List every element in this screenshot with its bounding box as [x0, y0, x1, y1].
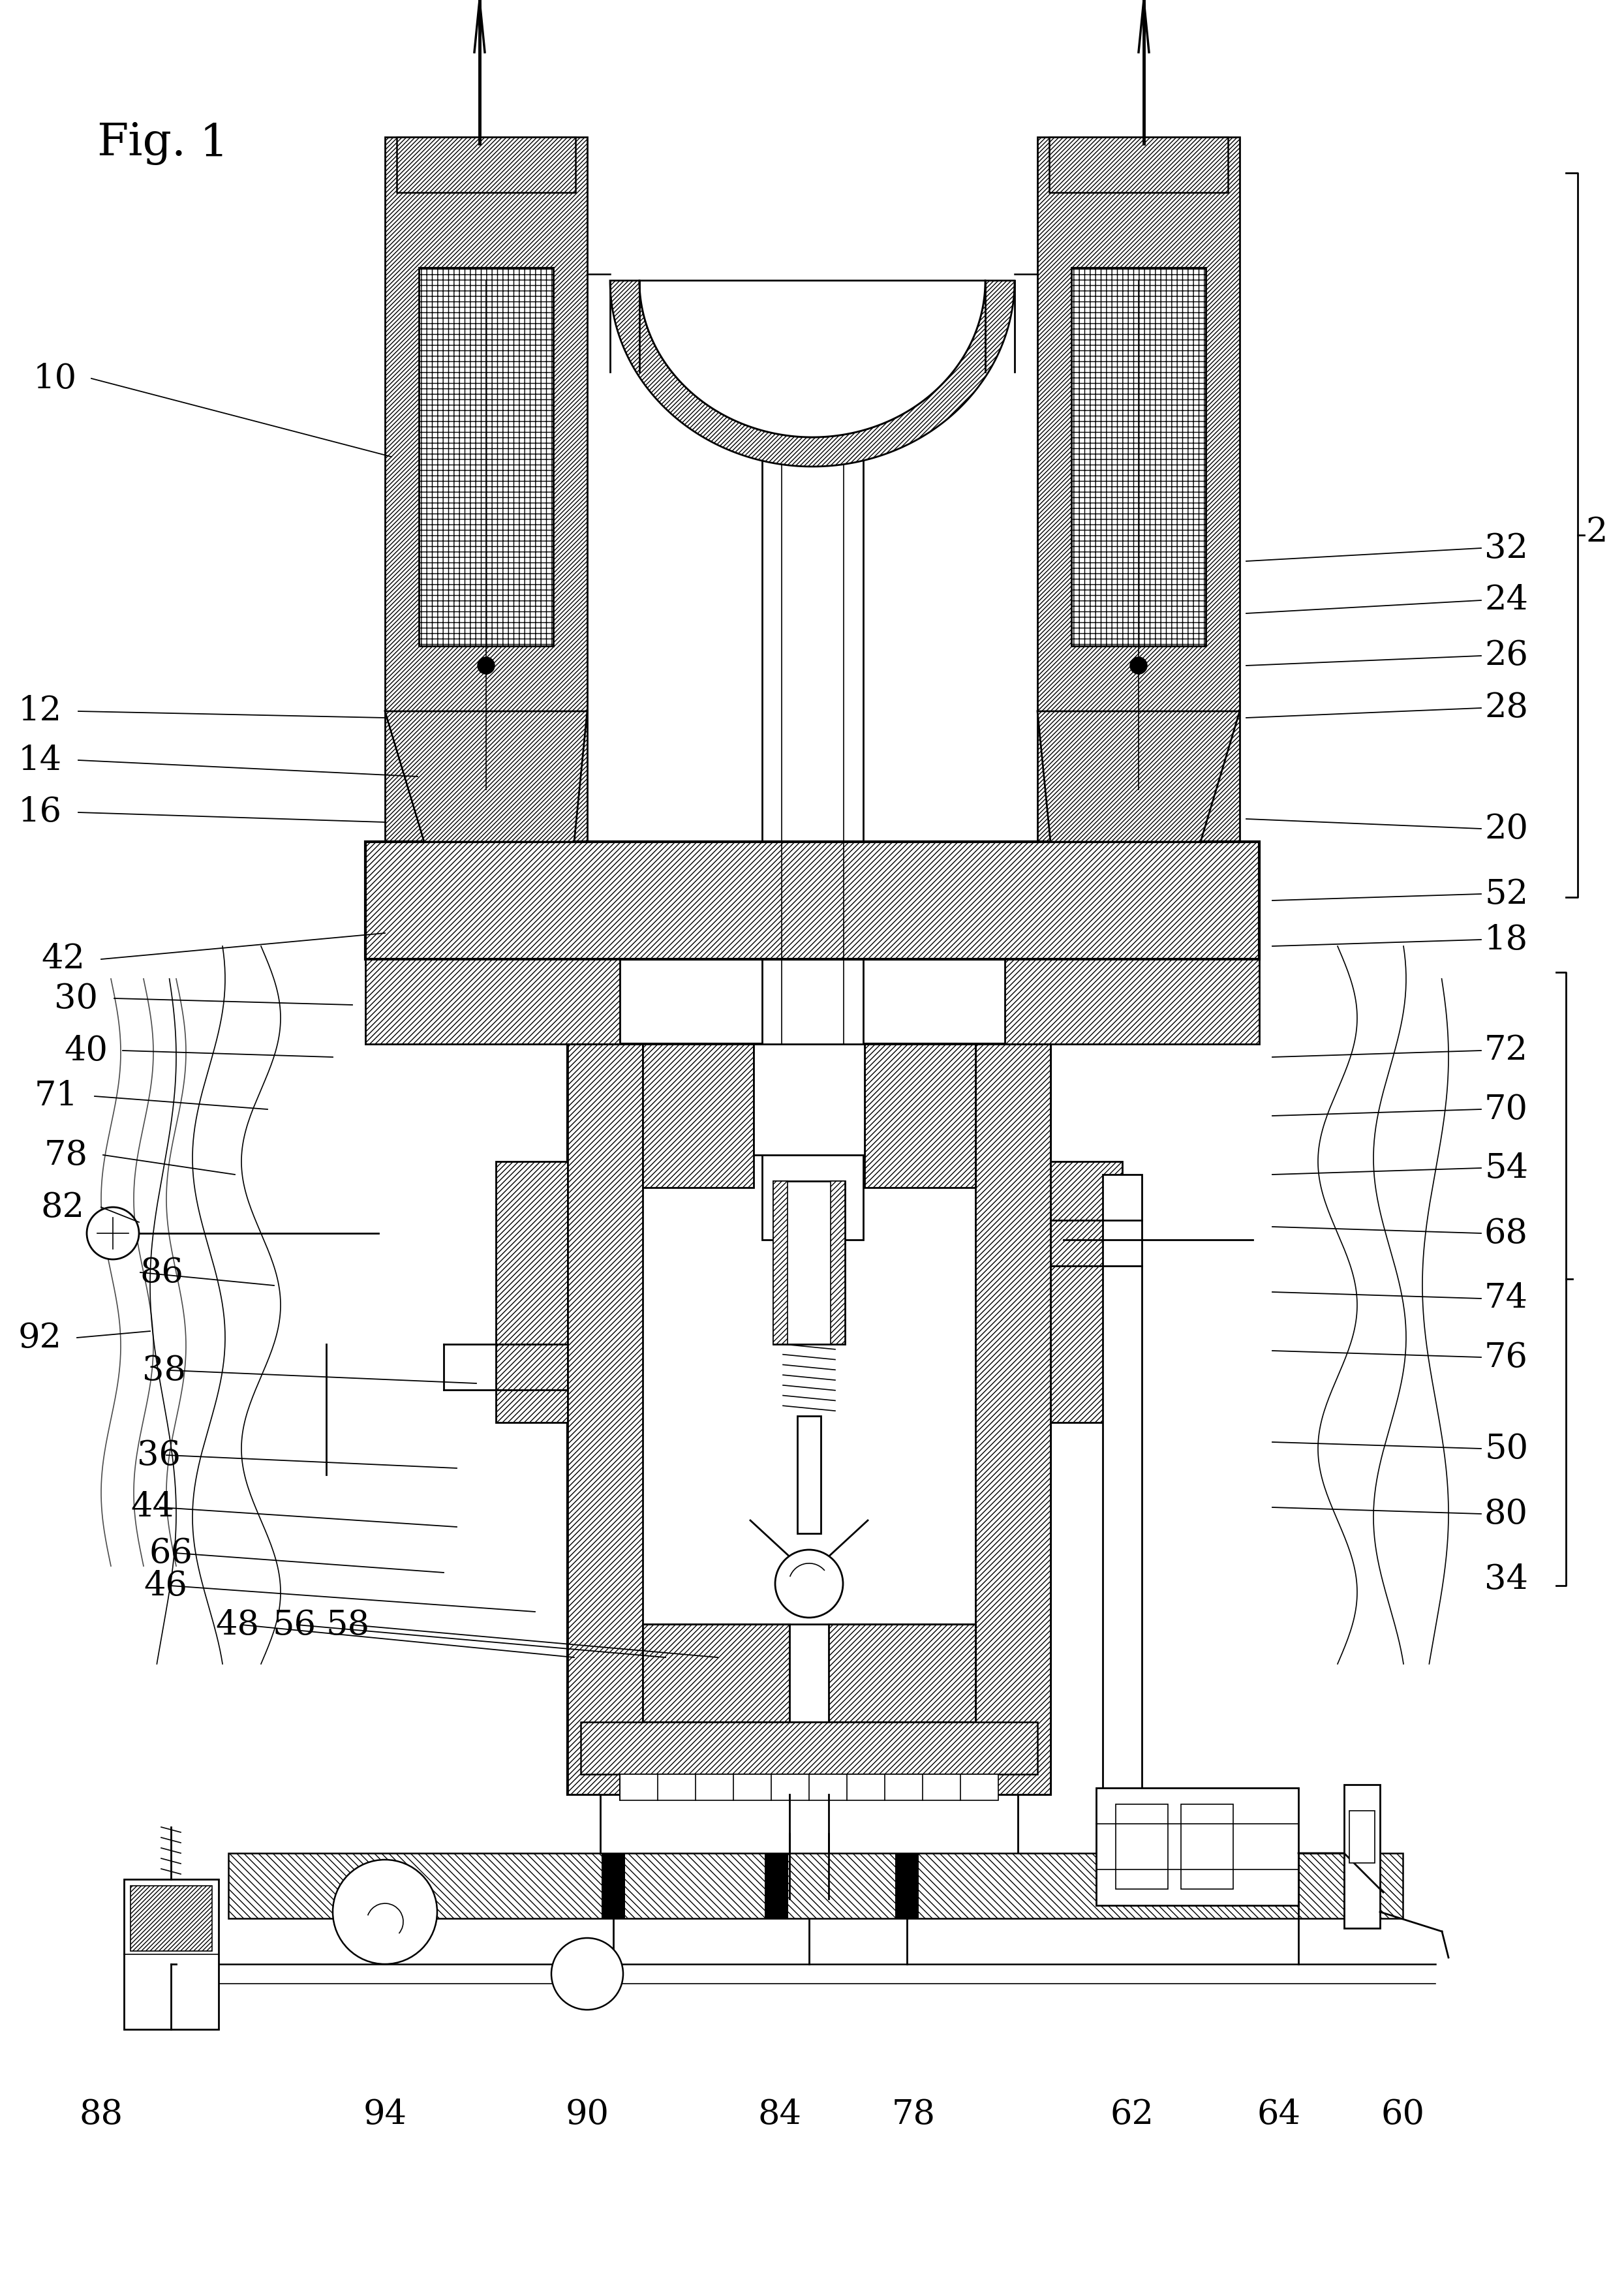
Bar [773, 1182, 844, 1345]
Bar [643, 1624, 976, 1723]
Bar [830, 1182, 844, 1345]
Bar [365, 841, 1259, 960]
Text: 12: 12 [18, 694, 62, 729]
Bar [773, 1182, 788, 1345]
Text: 34: 34 [1484, 1562, 1528, 1597]
Polygon shape [385, 710, 588, 841]
Text: 28: 28 [1484, 692, 1528, 724]
Bar [1103, 1175, 1142, 1794]
Text: 42: 42 [41, 942, 84, 976]
Text: 2: 2 [1585, 515, 1608, 548]
Text: 52: 52 [1484, 877, 1528, 910]
Bar [1350, 1810, 1376, 1863]
Text: 32: 32 [1484, 532, 1528, 566]
Text: 80: 80 [1484, 1498, 1528, 1530]
Text: 76: 76 [1484, 1340, 1528, 1375]
Text: 82: 82 [41, 1191, 84, 1223]
Text: 86: 86 [140, 1255, 184, 1290]
Text: 74: 74 [1484, 1283, 1528, 1315]
Text: 78: 78 [892, 2099, 935, 2131]
Bar [1051, 1162, 1122, 1423]
Bar [568, 1045, 643, 1794]
Bar [419, 268, 554, 646]
Bar [581, 1723, 1038, 1773]
Bar [765, 1853, 788, 1918]
Bar [1049, 137, 1228, 192]
Bar [1096, 1787, 1299, 1906]
Text: 68: 68 [1484, 1217, 1528, 1251]
Text: 44: 44 [130, 1491, 174, 1524]
Bar [643, 1045, 754, 1187]
Text: 72: 72 [1484, 1033, 1528, 1068]
Bar [620, 1773, 999, 1801]
Bar [1181, 1805, 1233, 1890]
Bar [1072, 268, 1205, 646]
Bar [1005, 960, 1259, 1045]
Bar [365, 960, 620, 1045]
Bar [385, 137, 588, 841]
Bar [1116, 1805, 1168, 1890]
Circle shape [551, 1938, 624, 2009]
Text: 48: 48 [216, 1608, 260, 1640]
Bar [828, 1624, 976, 1723]
Text: 92: 92 [18, 1322, 62, 1354]
Text: 10: 10 [32, 362, 76, 394]
Text: 18: 18 [1484, 923, 1528, 955]
Polygon shape [611, 280, 1015, 467]
Bar [976, 1045, 1051, 1794]
Bar [568, 1045, 1051, 1794]
Bar [1345, 1785, 1380, 1929]
Polygon shape [1038, 710, 1239, 841]
Text: 24: 24 [1484, 584, 1528, 616]
Bar [495, 1162, 568, 1423]
Text: 66: 66 [149, 1537, 193, 1569]
Text: 70: 70 [1484, 1093, 1528, 1125]
Text: 60: 60 [1380, 2099, 1424, 2131]
Text: 78: 78 [44, 1139, 88, 1171]
Text: 26: 26 [1484, 639, 1528, 674]
Text: 88: 88 [80, 2099, 123, 2131]
Text: 1: 1 [200, 121, 227, 165]
Bar [643, 1624, 789, 1723]
Text: 14: 14 [18, 745, 62, 777]
Text: 94: 94 [364, 2099, 408, 2131]
Text: 30: 30 [54, 983, 97, 1015]
Text: Fig.: Fig. [96, 121, 187, 165]
Bar [864, 1045, 976, 1187]
Bar [396, 137, 575, 192]
Text: 56: 56 [273, 1608, 317, 1640]
Circle shape [477, 658, 495, 674]
Circle shape [333, 1860, 437, 1963]
Text: 54: 54 [1484, 1152, 1528, 1184]
Circle shape [1130, 658, 1147, 674]
Bar [797, 1416, 820, 1533]
Bar [229, 1853, 1403, 1918]
Bar [123, 1879, 219, 2030]
Bar [762, 371, 864, 1239]
Text: 64: 64 [1257, 2099, 1301, 2131]
Text: 50: 50 [1484, 1432, 1528, 1466]
Bar [895, 1853, 919, 1918]
Text: 62: 62 [1111, 2099, 1155, 2131]
Circle shape [86, 1207, 140, 1260]
Bar [130, 1885, 213, 1952]
Text: 71: 71 [34, 1079, 78, 1113]
Bar [601, 1853, 625, 1918]
Circle shape [775, 1549, 843, 1617]
Text: 16: 16 [18, 795, 62, 829]
Text: 90: 90 [565, 2099, 609, 2131]
Text: 40: 40 [63, 1033, 107, 1068]
Bar [1038, 137, 1239, 841]
Text: 20: 20 [1484, 811, 1528, 845]
Text: 58: 58 [326, 1608, 370, 1640]
Text: 84: 84 [758, 2099, 802, 2131]
Text: 36: 36 [136, 1439, 180, 1471]
Bar [754, 1045, 864, 1155]
Text: 38: 38 [143, 1354, 187, 1386]
Polygon shape [640, 280, 986, 438]
Text: 46: 46 [143, 1569, 187, 1601]
